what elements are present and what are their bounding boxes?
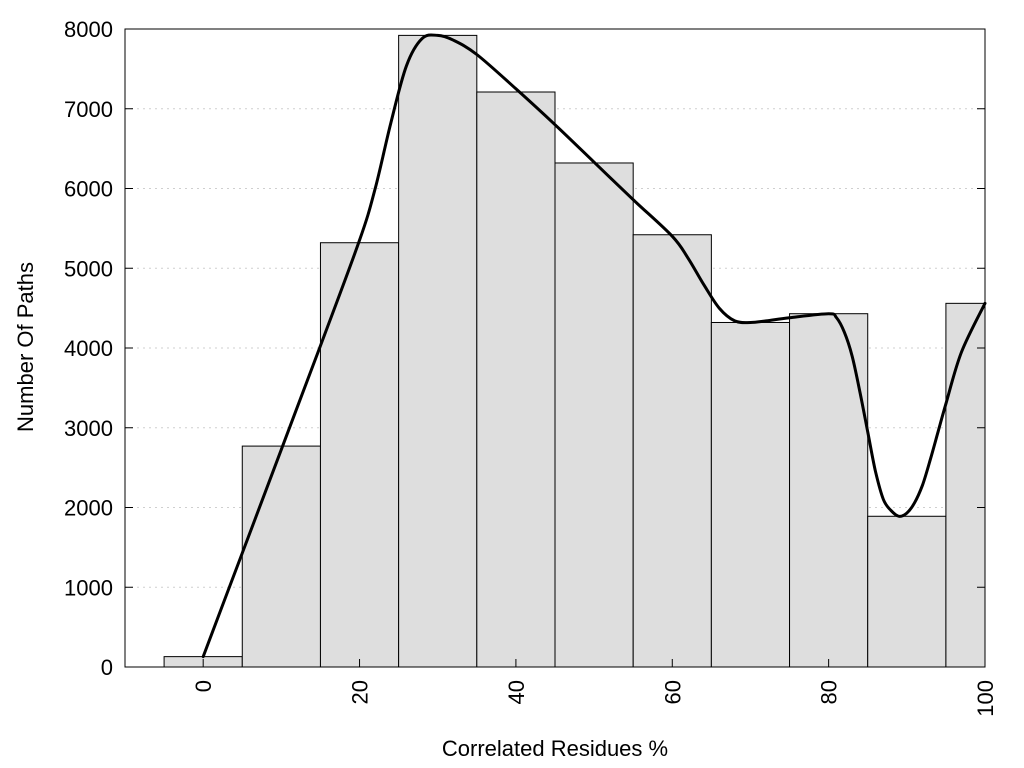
y-tick-label: 3000 bbox=[64, 416, 113, 441]
y-tick-label: 2000 bbox=[64, 496, 113, 521]
y-tick-label: 4000 bbox=[64, 336, 113, 361]
x-tick-label: 0 bbox=[191, 680, 216, 692]
bar bbox=[710, 321, 791, 668]
x-tick-label: 40 bbox=[504, 680, 529, 704]
x-tick-label: 80 bbox=[817, 680, 842, 704]
x-tick-label: 100 bbox=[973, 680, 998, 717]
x-tick-label: 20 bbox=[348, 680, 373, 704]
y-tick-label: 5000 bbox=[64, 256, 113, 281]
bar bbox=[945, 302, 986, 668]
bar bbox=[554, 162, 634, 668]
bar bbox=[319, 242, 400, 668]
x-tick-label: 60 bbox=[660, 680, 685, 704]
y-tick-label: 0 bbox=[101, 655, 113, 680]
x-axis-label: Correlated Residues % bbox=[442, 736, 668, 761]
bar bbox=[476, 91, 556, 668]
y-tick-label: 7000 bbox=[64, 97, 113, 122]
bars bbox=[163, 34, 986, 668]
bar bbox=[398, 34, 478, 668]
y-axis-label: Number Of Paths bbox=[13, 262, 38, 432]
bar bbox=[241, 445, 321, 668]
trend-line bbox=[201, 33, 987, 659]
bar bbox=[867, 515, 947, 668]
y-tick-label: 8000 bbox=[64, 17, 113, 42]
y-tick-label: 1000 bbox=[64, 575, 113, 600]
ticks: 0 1000 2000 3000 4000 5000 6000 7000 8000 0 20 40 60… bbox=[64, 17, 998, 717]
y-tick-label: 6000 bbox=[64, 177, 113, 202]
bar bbox=[632, 234, 712, 668]
